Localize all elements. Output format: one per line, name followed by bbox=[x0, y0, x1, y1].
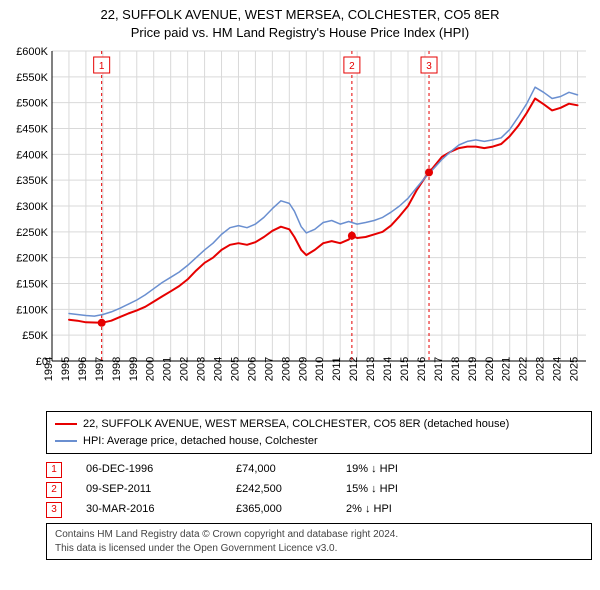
chart-area: £0£50K£100K£150K£200K£250K£300K£350K£400… bbox=[6, 45, 594, 405]
svg-text:1997: 1997 bbox=[94, 357, 106, 381]
marker-number-box: 2 bbox=[46, 482, 62, 498]
line-chart: £0£50K£100K£150K£200K£250K£300K£350K£400… bbox=[6, 45, 594, 405]
svg-text:1995: 1995 bbox=[60, 357, 72, 381]
svg-text:3: 3 bbox=[426, 61, 432, 72]
svg-text:£150K: £150K bbox=[16, 279, 48, 291]
svg-text:2023: 2023 bbox=[535, 357, 547, 381]
sale-marker-table: 1 06-DEC-1996 £74,000 19% ↓ HPI 2 09-SEP… bbox=[46, 460, 592, 519]
sale-date: 06-DEC-1996 bbox=[62, 460, 236, 480]
title-line-2: Price paid vs. HM Land Registry's House … bbox=[6, 24, 594, 42]
attribution-line: Contains HM Land Registry data © Crown c… bbox=[55, 528, 583, 542]
legend-item: HPI: Average price, detached house, Colc… bbox=[55, 433, 583, 450]
svg-text:£550K: £550K bbox=[16, 72, 48, 84]
legend-label: 22, SUFFOLK AVENUE, WEST MERSEA, COLCHES… bbox=[83, 416, 509, 433]
svg-text:2020: 2020 bbox=[484, 357, 496, 381]
svg-text:2022: 2022 bbox=[518, 357, 530, 381]
sale-delta: 15% ↓ HPI bbox=[346, 480, 506, 500]
svg-text:2007: 2007 bbox=[263, 357, 275, 381]
marker-number-box: 1 bbox=[46, 462, 62, 478]
svg-text:2005: 2005 bbox=[229, 357, 241, 381]
legend-item: 22, SUFFOLK AVENUE, WEST MERSEA, COLCHES… bbox=[55, 416, 583, 433]
svg-text:1996: 1996 bbox=[77, 357, 89, 381]
svg-text:2014: 2014 bbox=[382, 357, 394, 381]
svg-text:£350K: £350K bbox=[16, 175, 48, 187]
svg-text:2013: 2013 bbox=[365, 357, 377, 381]
table-row: 2 09-SEP-2011 £242,500 15% ↓ HPI bbox=[46, 480, 592, 500]
svg-text:1994: 1994 bbox=[43, 357, 55, 381]
svg-text:2008: 2008 bbox=[280, 357, 292, 381]
sale-price: £242,500 bbox=[236, 480, 346, 500]
svg-text:2015: 2015 bbox=[399, 357, 411, 381]
legend-swatch bbox=[55, 423, 77, 425]
svg-text:£200K: £200K bbox=[16, 253, 48, 265]
svg-text:£50K: £50K bbox=[22, 330, 48, 342]
legend: 22, SUFFOLK AVENUE, WEST MERSEA, COLCHES… bbox=[46, 411, 592, 454]
svg-text:1999: 1999 bbox=[128, 357, 140, 381]
sale-delta: 19% ↓ HPI bbox=[346, 460, 506, 480]
table-row: 1 06-DEC-1996 £74,000 19% ↓ HPI bbox=[46, 460, 592, 480]
sale-date: 09-SEP-2011 bbox=[62, 480, 236, 500]
svg-text:2003: 2003 bbox=[196, 357, 208, 381]
svg-text:£600K: £600K bbox=[16, 46, 48, 58]
legend-swatch bbox=[55, 440, 77, 442]
page-container: 22, SUFFOLK AVENUE, WEST MERSEA, COLCHES… bbox=[0, 0, 600, 564]
svg-text:£450K: £450K bbox=[16, 124, 48, 136]
sale-price: £74,000 bbox=[236, 460, 346, 480]
svg-text:2021: 2021 bbox=[501, 357, 513, 381]
svg-text:2: 2 bbox=[349, 61, 355, 72]
svg-text:1998: 1998 bbox=[111, 357, 123, 381]
svg-text:2018: 2018 bbox=[450, 357, 462, 381]
attribution-box: Contains HM Land Registry data © Crown c… bbox=[46, 523, 592, 560]
sale-delta: 2% ↓ HPI bbox=[346, 500, 506, 520]
title-line-1: 22, SUFFOLK AVENUE, WEST MERSEA, COLCHES… bbox=[6, 6, 594, 24]
svg-text:£300K: £300K bbox=[16, 201, 48, 213]
svg-text:2025: 2025 bbox=[569, 357, 581, 381]
svg-text:1: 1 bbox=[99, 61, 105, 72]
svg-text:2009: 2009 bbox=[297, 357, 309, 381]
svg-text:2004: 2004 bbox=[213, 357, 225, 381]
svg-text:2006: 2006 bbox=[246, 357, 258, 381]
attribution-line: This data is licensed under the Open Gov… bbox=[55, 542, 583, 556]
svg-text:£250K: £250K bbox=[16, 227, 48, 239]
svg-text:2010: 2010 bbox=[314, 357, 326, 381]
svg-text:2000: 2000 bbox=[145, 357, 157, 381]
legend-label: HPI: Average price, detached house, Colc… bbox=[83, 433, 318, 450]
sale-price: £365,000 bbox=[236, 500, 346, 520]
sale-date: 30-MAR-2016 bbox=[62, 500, 236, 520]
svg-text:2019: 2019 bbox=[467, 357, 479, 381]
table-row: 3 30-MAR-2016 £365,000 2% ↓ HPI bbox=[46, 500, 592, 520]
svg-text:2012: 2012 bbox=[348, 357, 360, 381]
svg-text:2016: 2016 bbox=[416, 357, 428, 381]
svg-text:2001: 2001 bbox=[162, 357, 174, 381]
svg-text:2017: 2017 bbox=[433, 357, 445, 381]
marker-number-box: 3 bbox=[46, 502, 62, 518]
svg-text:2024: 2024 bbox=[552, 357, 564, 381]
svg-text:£500K: £500K bbox=[16, 98, 48, 110]
svg-text:2002: 2002 bbox=[179, 357, 191, 381]
chart-title-block: 22, SUFFOLK AVENUE, WEST MERSEA, COLCHES… bbox=[6, 6, 594, 41]
svg-text:£400K: £400K bbox=[16, 149, 48, 161]
svg-text:£100K: £100K bbox=[16, 304, 48, 316]
